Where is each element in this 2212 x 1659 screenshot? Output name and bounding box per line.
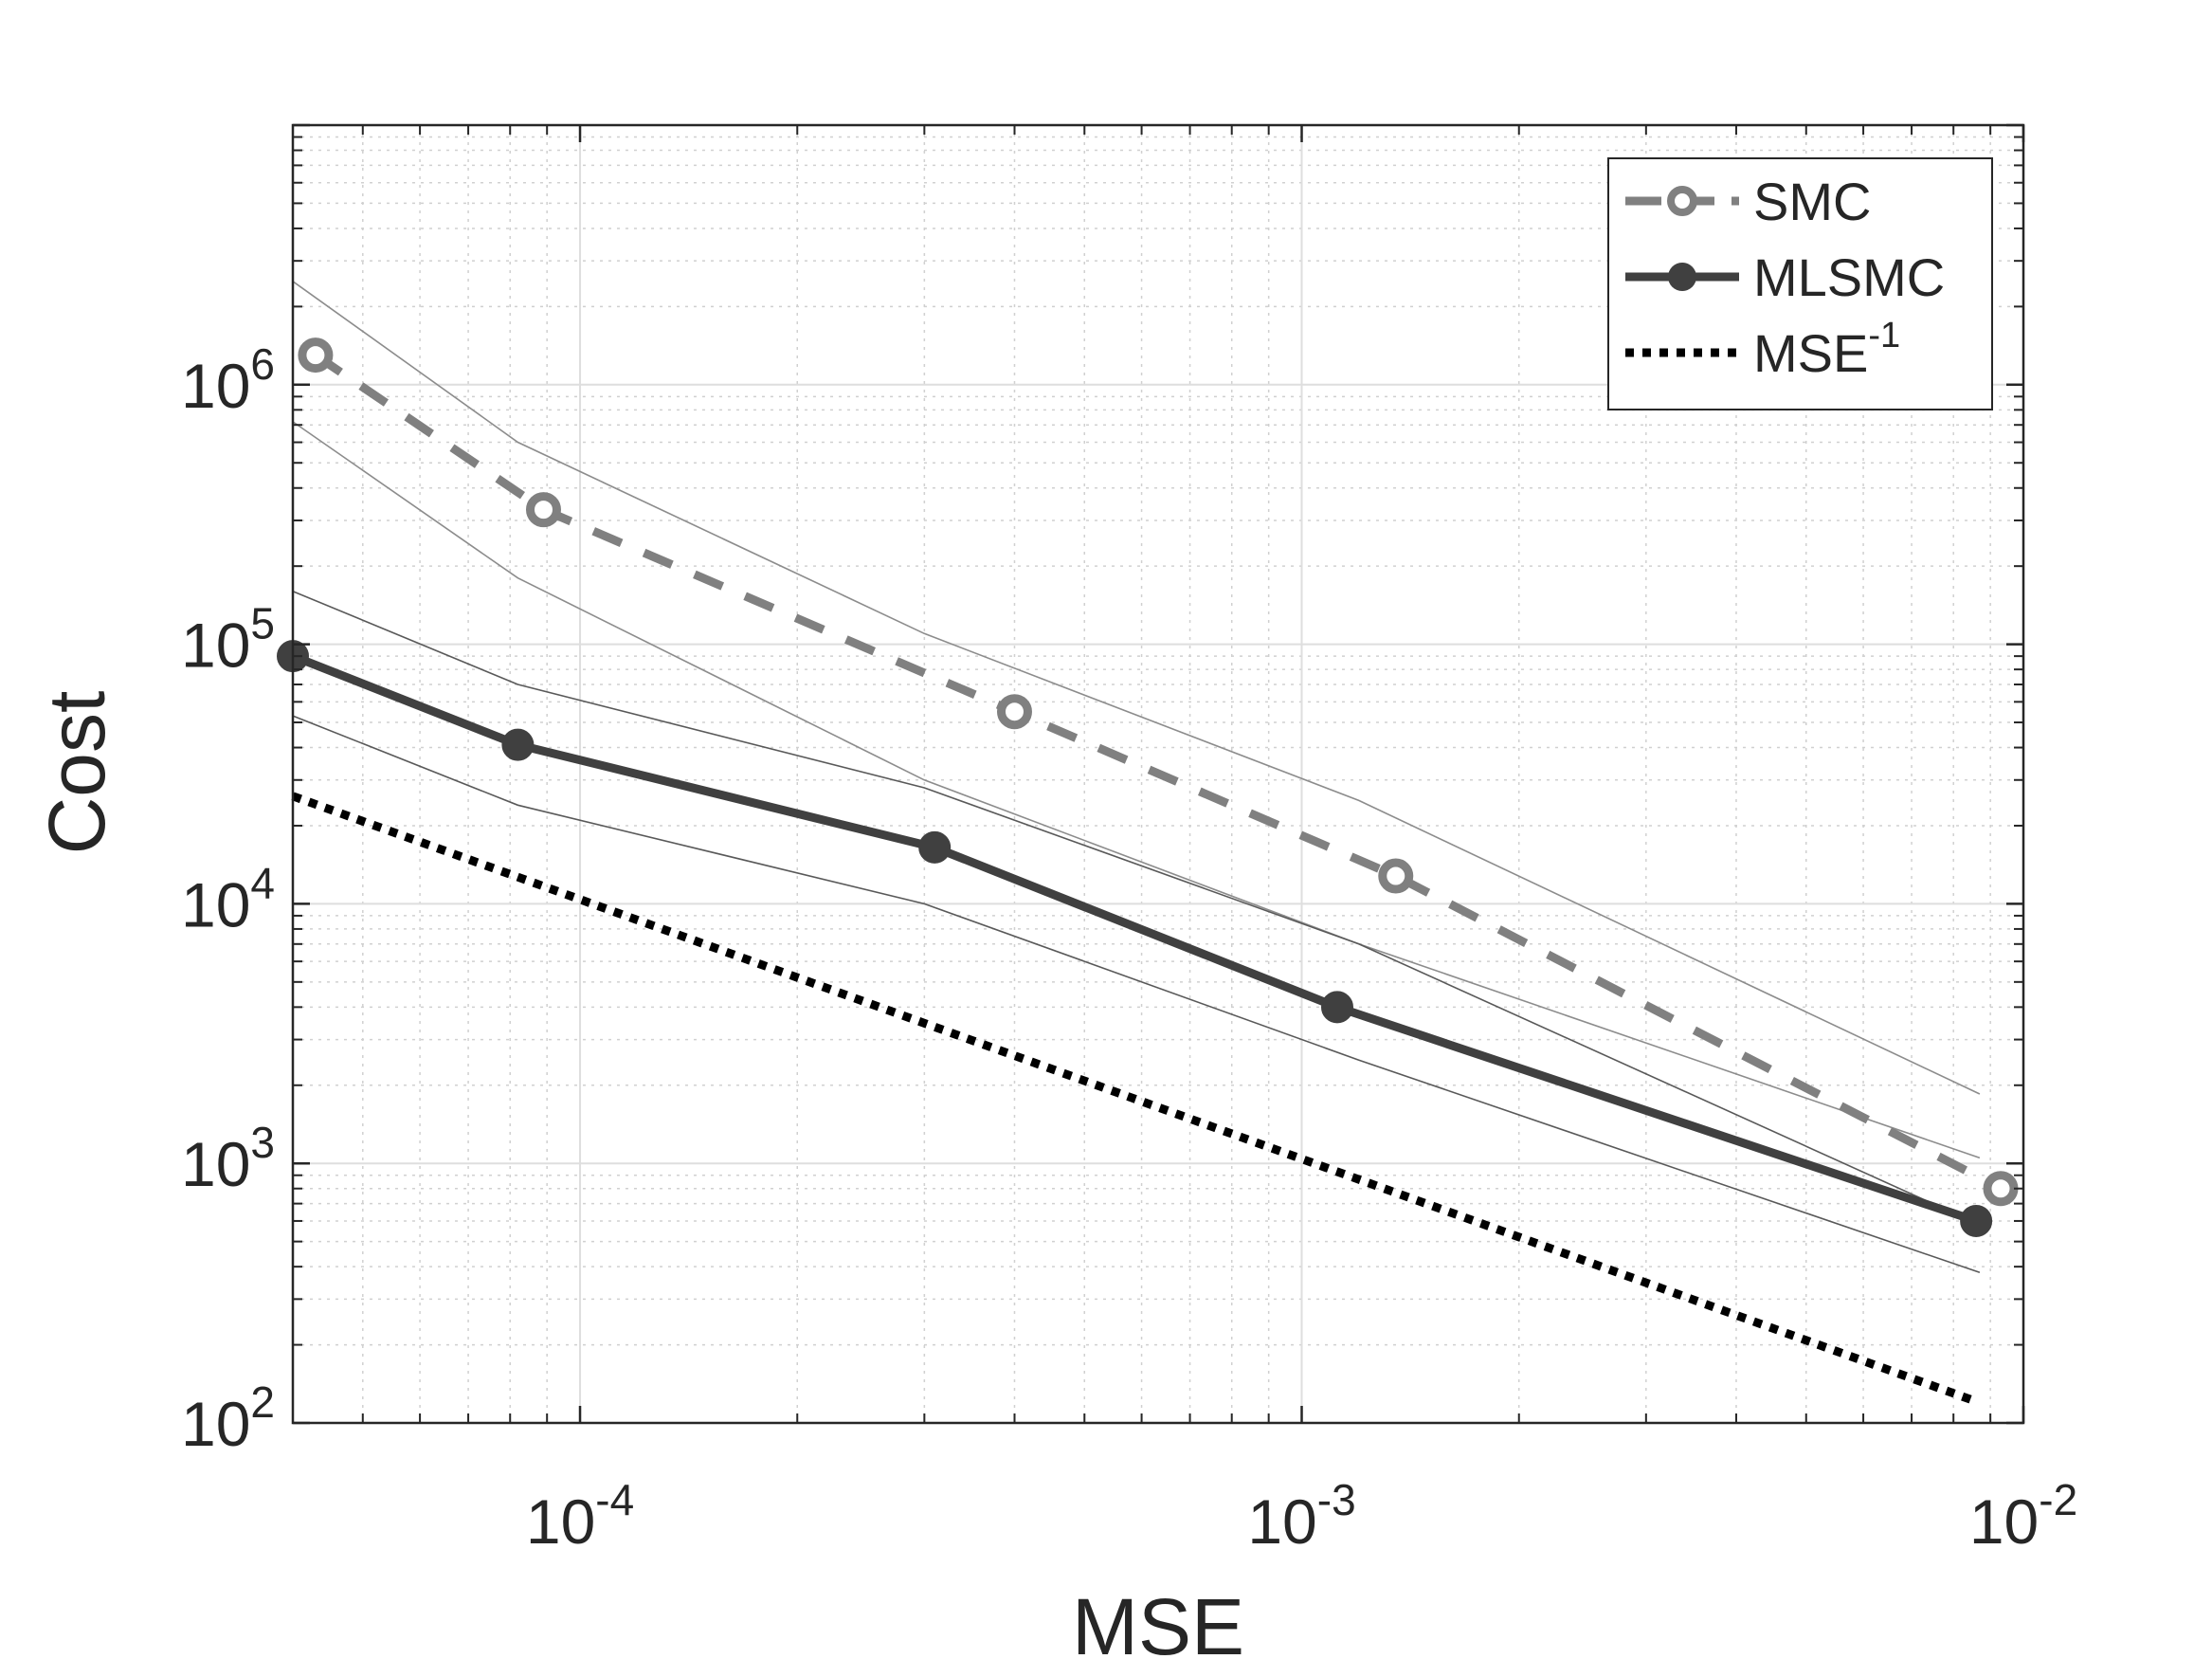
axis-ticks [292,123,2025,1425]
y-tick-label: 106 [181,339,275,421]
data-point-mlsmc [918,830,952,864]
data-point-mlsmc [501,728,535,761]
plot-frame [291,123,2025,1425]
series-smc [298,337,2019,1207]
legend-marker [1667,186,1697,216]
legend-item-smc: SMC [1625,172,1871,231]
band-line-mlsmc [292,715,1981,1274]
y-tick-label: 104 [181,858,275,939]
tick-labels: 10-4 10-3 10-2 102 103 104 105 106 [181,339,2077,1557]
legend-marker [1668,263,1696,291]
y-tick-label: 102 [181,1377,275,1459]
y-tick-label: 105 [181,599,275,681]
data-point-smc [996,694,1032,730]
data-point-smc [298,337,334,374]
x-tick-label: 10-3 [1247,1475,1355,1557]
band-line-smc [292,281,1981,1095]
x-tick-label: 10-4 [526,1475,634,1557]
confidence-bands [292,281,1981,1274]
data-point-smc [1378,858,1414,894]
x-axis-label: MSE [1072,1582,1244,1659]
data-point-smc [1983,1171,2019,1207]
y-tick-label: 103 [181,1118,275,1199]
legend-item-mlsmc: MLSMC [1625,247,1945,307]
y-axis-label: Cost [32,691,121,855]
band-line-mlsmc [292,590,1981,1226]
legend: SMC MLSMC MSE-1 [1607,157,1993,410]
legend-label: SMC [1753,172,1871,231]
band-line-smc [292,421,1981,1159]
legend-items: SMC MLSMC MSE-1 [1625,172,1945,383]
legend-label: MSE-1 [1753,316,1900,383]
series-line-mse [291,792,1978,1406]
x-tick-label: 10-2 [1969,1475,2077,1557]
legend-item-mse: MSE-1 [1625,316,1900,383]
data-series [277,337,2019,1406]
data-point-mlsmc [1320,991,1353,1024]
data-point-mlsmc [1960,1204,1993,1237]
data-point-smc [525,492,561,528]
series-mse [291,792,1978,1406]
legend-label: MLSMC [1753,247,1945,307]
